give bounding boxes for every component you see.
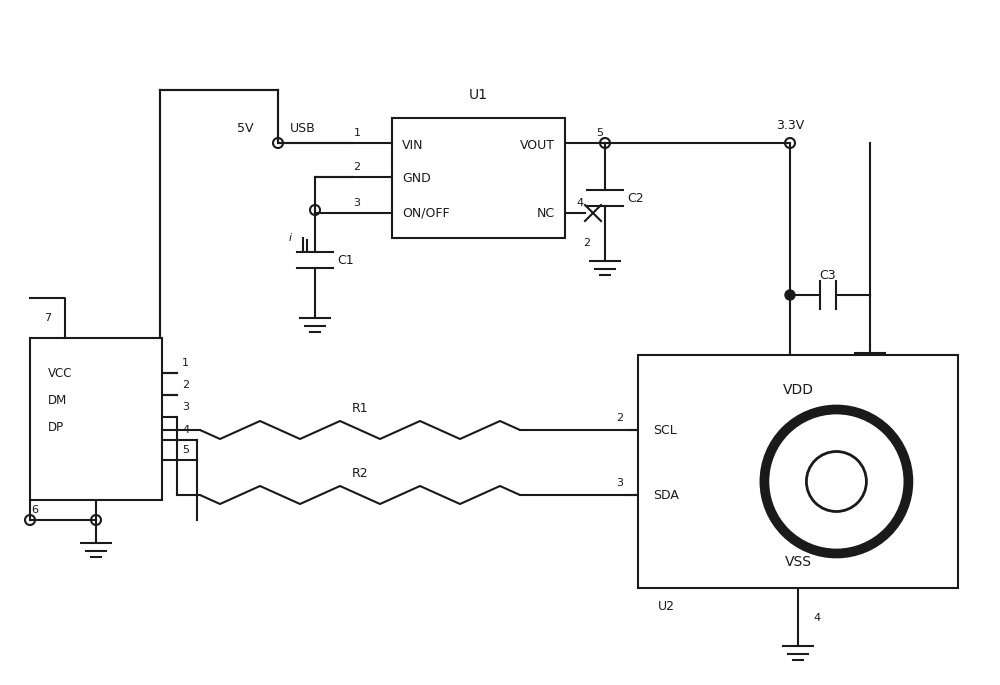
Text: SDA: SDA — [653, 488, 679, 501]
Text: USB: USB — [290, 121, 316, 134]
Text: 1: 1 — [354, 128, 360, 138]
Text: SCL: SCL — [653, 423, 677, 436]
Text: 1: 1 — [182, 358, 189, 368]
Circle shape — [806, 451, 866, 512]
Text: C3: C3 — [820, 269, 836, 282]
Text: 5V: 5V — [237, 121, 253, 134]
Text: VCC: VCC — [48, 366, 72, 379]
Text: R2: R2 — [352, 466, 368, 479]
Text: VIN: VIN — [402, 138, 424, 151]
Text: 4: 4 — [182, 425, 189, 435]
Text: 7: 7 — [44, 313, 51, 323]
Text: U1: U1 — [469, 88, 488, 102]
Text: GND: GND — [402, 171, 431, 184]
Text: U2: U2 — [658, 599, 675, 612]
Text: 4: 4 — [813, 613, 820, 623]
Text: 1: 1 — [771, 362, 778, 372]
Text: 2: 2 — [616, 413, 623, 423]
Text: ON/OFF: ON/OFF — [402, 206, 450, 219]
Text: 3: 3 — [354, 198, 360, 208]
Circle shape — [785, 290, 795, 300]
Text: C1: C1 — [337, 253, 354, 266]
Text: 5: 5 — [182, 445, 189, 455]
Text: 3.3V: 3.3V — [776, 119, 804, 132]
Text: VSS: VSS — [784, 555, 812, 569]
Text: VDD: VDD — [782, 383, 814, 397]
Text: VOUT: VOUT — [520, 138, 555, 151]
Text: 2: 2 — [583, 238, 590, 248]
Text: 6: 6 — [32, 505, 38, 515]
Text: 3: 3 — [616, 478, 623, 488]
Text: 2: 2 — [353, 162, 361, 172]
Text: 5: 5 — [596, 128, 604, 138]
Text: C2: C2 — [627, 192, 644, 205]
Bar — [638, 355, 958, 588]
Bar — [30, 338, 162, 500]
Text: 4: 4 — [576, 198, 584, 208]
Text: i: i — [288, 233, 292, 243]
Text: DM: DM — [48, 393, 67, 406]
Text: 3: 3 — [182, 402, 189, 412]
Text: DP: DP — [48, 421, 64, 434]
Bar — [392, 118, 565, 238]
Text: NC: NC — [537, 206, 555, 219]
Text: 2: 2 — [182, 380, 189, 390]
Text: R1: R1 — [352, 401, 368, 414]
